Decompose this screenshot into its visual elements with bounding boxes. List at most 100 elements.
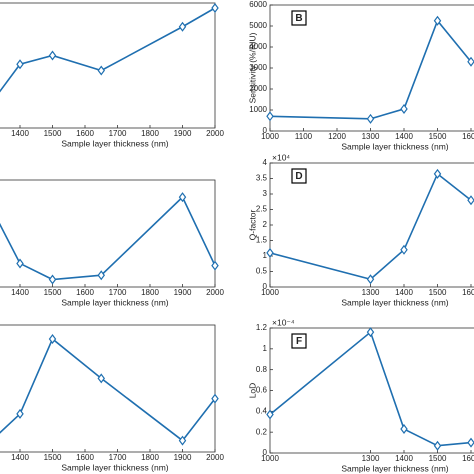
data-marker bbox=[97, 373, 105, 384]
x-tick-label: 1700 bbox=[109, 288, 127, 297]
y-tick-label: 1 bbox=[263, 344, 268, 353]
x-tick-label: 1600 bbox=[462, 288, 474, 297]
x-tick-label: 1800 bbox=[141, 453, 159, 462]
y-tick-label: 2 bbox=[263, 220, 268, 229]
x-tick-label: 1300 bbox=[362, 288, 380, 297]
data-marker bbox=[266, 111, 274, 122]
x-tick-label: 1800 bbox=[141, 288, 159, 297]
x-tick-label: 1400 bbox=[11, 453, 29, 462]
x-tick-label: 1900 bbox=[174, 129, 192, 138]
y-axis-title: Q-factor bbox=[247, 209, 257, 240]
panel-box bbox=[291, 10, 307, 26]
y-tick-label: 4 bbox=[263, 158, 268, 167]
y-tick-label: 1.5 bbox=[256, 236, 268, 245]
y-tick-label: 3000 bbox=[249, 63, 267, 72]
data-marker bbox=[48, 50, 57, 61]
y-tick-label: 2000 bbox=[249, 84, 267, 93]
x-tick-label: 1500 bbox=[429, 288, 447, 297]
axis-multiplier: ×10⁴ bbox=[272, 152, 290, 162]
y-tick-label: 0 bbox=[263, 448, 268, 457]
data-marker bbox=[366, 327, 375, 338]
data-marker bbox=[97, 270, 105, 281]
x-tick-label: 1600 bbox=[462, 454, 474, 463]
data-marker bbox=[97, 65, 105, 76]
y-tick-label: 0 bbox=[263, 282, 268, 291]
x-axis-title: Sample layer thickness (nm) bbox=[61, 297, 168, 307]
data-line bbox=[269, 330, 472, 447]
data-marker bbox=[178, 192, 187, 203]
y-tick-label: 0.6 bbox=[256, 386, 268, 395]
x-tick-label: 1000 bbox=[261, 454, 279, 463]
x-axis-title: Sample layer thickness (nm) bbox=[341, 297, 448, 307]
y-tick-label: 0 bbox=[263, 126, 268, 135]
data-marker bbox=[400, 424, 408, 435]
x-tick-label: 1900 bbox=[174, 453, 192, 462]
data-line bbox=[0, 337, 216, 442]
data-marker bbox=[16, 258, 24, 269]
x-tick-label: 1400 bbox=[11, 129, 29, 138]
data-marker bbox=[467, 437, 474, 448]
data-marker bbox=[366, 113, 375, 124]
data-marker bbox=[211, 3, 219, 13]
x-tick-label: 1200 bbox=[328, 132, 346, 141]
data-line bbox=[269, 172, 472, 281]
y-tick-label: 1000 bbox=[249, 105, 267, 114]
data-marker bbox=[48, 274, 57, 285]
x-tick-label: 2000 bbox=[206, 129, 224, 138]
panel-letter: D bbox=[295, 171, 302, 182]
axis-multiplier: ×10⁻⁴ bbox=[272, 317, 295, 327]
data-marker bbox=[433, 168, 442, 179]
y-tick-label: 0.2 bbox=[256, 427, 268, 436]
x-tick-label: 1900 bbox=[174, 288, 192, 297]
x-tick-label: 1400 bbox=[395, 132, 413, 141]
data-line bbox=[269, 19, 472, 120]
y-tick-label: 3.5 bbox=[256, 174, 268, 183]
y-tick-label: 3 bbox=[263, 189, 268, 198]
x-axis-title: Sample layer thickness (nm) bbox=[61, 462, 168, 472]
x-tick-label: 1500 bbox=[44, 129, 62, 138]
x-axis-title: Sample layer thickness (nm) bbox=[341, 463, 448, 473]
panel-letter: F bbox=[296, 336, 302, 347]
y-tick-label: 1 bbox=[263, 251, 268, 260]
panel-letter: B bbox=[295, 13, 302, 24]
x-tick-label: 1500 bbox=[44, 288, 62, 297]
data-marker bbox=[211, 393, 219, 404]
data-marker bbox=[48, 333, 57, 344]
x-tick-label: 1500 bbox=[429, 454, 447, 463]
x-axis-title: Sample layer thickness (nm) bbox=[61, 138, 168, 148]
y-tick-label: 2.5 bbox=[256, 205, 268, 214]
x-tick-label: 1400 bbox=[395, 454, 413, 463]
x-tick-label: 1000 bbox=[261, 288, 279, 297]
data-marker bbox=[400, 244, 408, 255]
data-marker bbox=[400, 103, 408, 114]
x-tick-label: 1400 bbox=[395, 288, 413, 297]
x-tick-label: 1300 bbox=[362, 132, 380, 141]
data-marker bbox=[433, 15, 442, 26]
data-marker bbox=[211, 260, 219, 271]
axes-box bbox=[0, 324, 216, 453]
y-tick-label: 6000 bbox=[249, 0, 267, 9]
x-tick-label: 1600 bbox=[462, 132, 474, 141]
data-marker bbox=[467, 56, 474, 67]
data-marker bbox=[178, 435, 187, 446]
y-axis-title: Sensitivity (%/RIU) bbox=[247, 32, 257, 103]
x-tick-label: 1100 bbox=[295, 132, 313, 141]
x-tick-label: 1500 bbox=[429, 132, 447, 141]
y-tick-label: 4000 bbox=[249, 42, 267, 51]
x-axis-title: Sample layer thickness (nm) bbox=[341, 141, 448, 151]
x-tick-label: 2000 bbox=[206, 288, 224, 297]
data-marker bbox=[467, 195, 474, 206]
x-tick-label: 1600 bbox=[76, 129, 94, 138]
data-line bbox=[0, 195, 216, 281]
data-marker bbox=[366, 274, 375, 285]
y-tick-label: 0.5 bbox=[256, 267, 268, 276]
data-marker bbox=[266, 247, 274, 258]
data-marker bbox=[266, 409, 274, 420]
data-marker bbox=[433, 440, 442, 451]
x-tick-label: 1600 bbox=[76, 288, 94, 297]
data-marker bbox=[178, 21, 187, 32]
y-tick-label: 5000 bbox=[249, 21, 267, 30]
y-axis-title: LoD bbox=[247, 383, 257, 399]
